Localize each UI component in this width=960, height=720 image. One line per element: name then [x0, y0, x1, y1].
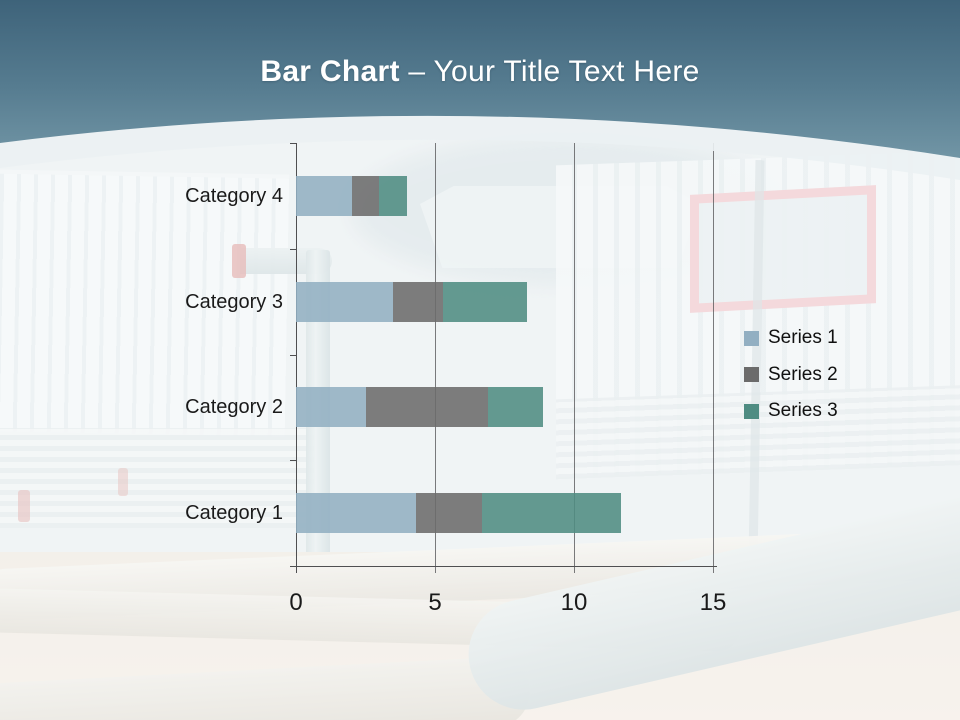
bar-segment-series-2[interactable]	[415, 493, 483, 534]
bar-segment-series-1[interactable]	[296, 281, 394, 322]
pipe-red-flange	[232, 244, 246, 278]
bar-segment-series-3[interactable]	[379, 175, 408, 216]
legend-label: Series 2	[768, 363, 838, 385]
header-arc-band	[0, 115, 960, 180]
x-axis-tick-label: 10	[560, 589, 588, 616]
x-axis-tick-label: 5	[428, 589, 442, 616]
y-axis-line	[296, 143, 297, 573]
bar-segment-series-3[interactable]	[487, 387, 544, 428]
bar-segment-series-2[interactable]	[351, 175, 380, 216]
bar-segment-series-2[interactable]	[393, 281, 444, 322]
gridline	[574, 143, 575, 573]
title-rest: – Your Title Text Here	[399, 55, 700, 88]
legend-item[interactable]: Series 2	[744, 363, 838, 387]
category-label: Category 4	[185, 184, 283, 207]
x-axis-tick-label: 15	[699, 589, 727, 616]
legend-swatch	[744, 403, 759, 419]
red-valve-left	[18, 490, 30, 522]
bar-segment-series-1[interactable]	[296, 387, 366, 428]
category-axis-tick	[290, 460, 296, 462]
bar-segment-series-1[interactable]	[296, 493, 416, 534]
legend-item[interactable]: Series 3	[744, 399, 838, 423]
legend-label: Series 1	[768, 327, 838, 348]
gridline	[713, 143, 714, 573]
red-valve-mid	[118, 468, 128, 496]
category-label: Category 3	[185, 290, 283, 313]
category-axis-tick	[290, 143, 296, 144]
page-title[interactable]: Bar Chart – Your Title Text Here	[0, 55, 960, 89]
category-axis-tick	[290, 354, 296, 356]
x-axis-tick-label: 0	[289, 589, 303, 616]
legend-swatch	[744, 367, 759, 382]
header-shape	[0, 0, 960, 158]
bar-segment-series-1[interactable]	[296, 175, 352, 216]
legend-swatch	[744, 330, 759, 346]
title-bold: Bar Chart	[260, 55, 400, 88]
louvers-left	[0, 428, 315, 528]
legend-label: Series 3	[768, 400, 838, 421]
category-label: Category 2	[185, 396, 283, 419]
bar-segment-series-3[interactable]	[482, 493, 622, 534]
category-axis-tick	[290, 248, 296, 250]
header-banner	[0, 0, 960, 180]
category-label: Category 1	[185, 502, 283, 525]
bar-segment-series-2[interactable]	[365, 387, 488, 428]
gridline	[435, 143, 436, 573]
category-axis-tick	[290, 566, 296, 567]
bar-segment-series-3[interactable]	[443, 281, 527, 322]
legend-item[interactable]: Series 1	[744, 326, 838, 350]
x-axis-line	[295, 566, 717, 567]
